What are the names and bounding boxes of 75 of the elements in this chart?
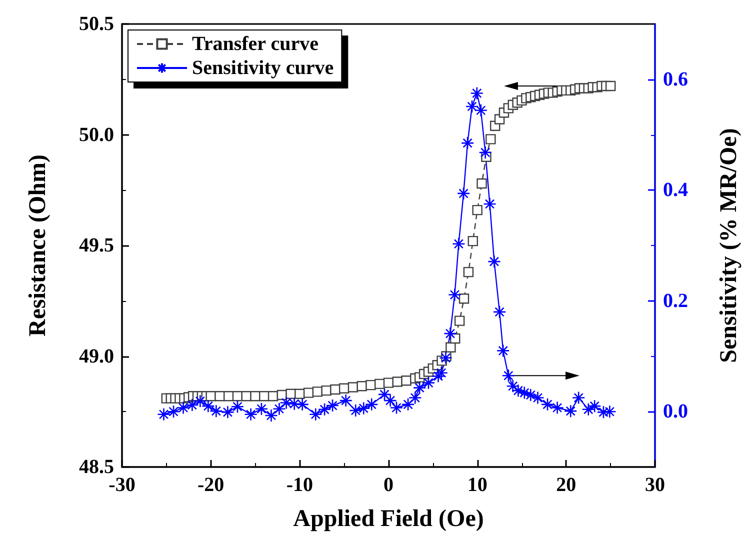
point xyxy=(456,186,470,200)
point xyxy=(244,408,258,422)
legend-label: Sensitivity curve xyxy=(192,57,334,79)
point xyxy=(483,197,496,211)
point xyxy=(512,384,525,398)
y-tick-label: 49.5 xyxy=(79,234,114,256)
point xyxy=(254,402,268,416)
point xyxy=(596,406,610,419)
point xyxy=(506,380,520,393)
point xyxy=(444,326,457,340)
point xyxy=(230,400,244,414)
point xyxy=(422,376,436,390)
point xyxy=(524,388,538,402)
point xyxy=(401,398,415,412)
point xyxy=(582,402,596,416)
point xyxy=(502,368,516,382)
point xyxy=(496,344,510,358)
point xyxy=(434,366,448,380)
point xyxy=(488,254,501,268)
point xyxy=(296,398,309,412)
point xyxy=(531,391,544,404)
point xyxy=(326,398,340,412)
y-tick-label: 50.5 xyxy=(79,13,114,35)
point xyxy=(318,402,332,416)
x-tick-label: 30 xyxy=(645,474,665,496)
point xyxy=(339,394,353,408)
y2-tick-label: 0.6 xyxy=(663,68,688,90)
point xyxy=(264,408,278,422)
point xyxy=(280,396,293,410)
point xyxy=(202,399,215,413)
point xyxy=(348,404,362,418)
point xyxy=(272,402,286,416)
point xyxy=(157,408,170,422)
point xyxy=(448,288,462,302)
point xyxy=(378,388,392,402)
point xyxy=(186,398,199,412)
point xyxy=(384,394,397,408)
point xyxy=(221,406,234,419)
point xyxy=(588,399,602,413)
point xyxy=(564,404,578,418)
y-tick-label: 50.0 xyxy=(79,124,114,146)
x-tick-label: -10 xyxy=(286,474,314,496)
point xyxy=(210,404,223,418)
y-axis-title: Resistance (Ohm) xyxy=(25,154,51,336)
point xyxy=(390,401,404,414)
y2-axis-title: Sensitivity (% MR/Oe) xyxy=(716,128,742,363)
point xyxy=(518,386,532,400)
point xyxy=(364,398,378,412)
y2-tick-label: 0.0 xyxy=(663,400,688,423)
point xyxy=(452,237,466,250)
point xyxy=(356,402,370,415)
point xyxy=(194,394,207,408)
point xyxy=(603,404,616,418)
x-axis-title: Applied Field (Oe) xyxy=(293,506,484,532)
y2-tick-label: 0.4 xyxy=(663,179,688,202)
point xyxy=(550,401,564,414)
x-tick-label: 0 xyxy=(384,474,394,496)
point xyxy=(478,146,492,160)
x-tick-label: 10 xyxy=(467,474,488,496)
x-tick-label: -20 xyxy=(197,474,224,496)
point xyxy=(540,398,554,412)
point xyxy=(432,370,445,383)
point xyxy=(166,404,180,418)
point xyxy=(288,397,301,411)
point xyxy=(492,305,506,319)
y-tick-label: 49.0 xyxy=(79,345,114,368)
point xyxy=(309,408,322,422)
point xyxy=(572,391,586,404)
point xyxy=(439,351,452,365)
x-tick-label: 20 xyxy=(556,474,576,496)
y2-tick-label: 0.2 xyxy=(663,290,688,312)
point xyxy=(474,104,488,118)
legend-label: Transfer curve xyxy=(192,33,319,55)
point xyxy=(176,401,190,414)
point xyxy=(460,136,474,150)
